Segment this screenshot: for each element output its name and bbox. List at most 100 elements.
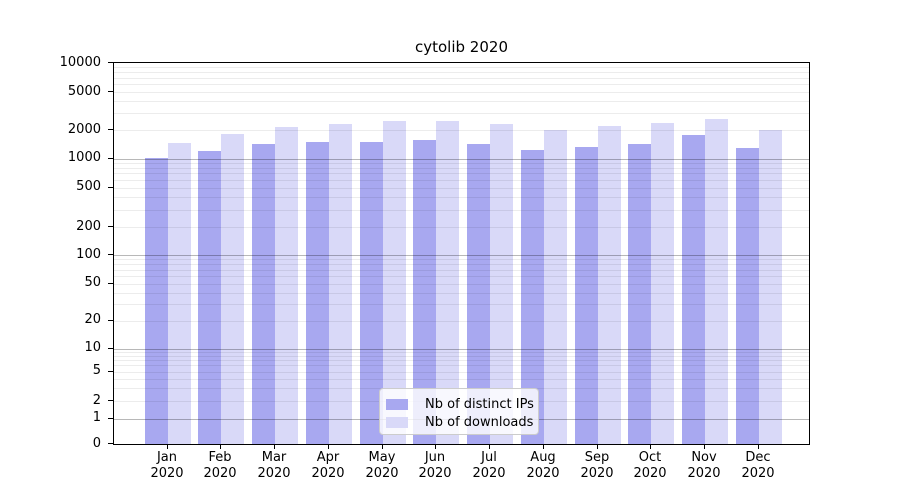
- gridline-minor: [114, 187, 809, 189]
- y-tick: [108, 62, 113, 63]
- x-tick-label-may: May 2020: [354, 450, 410, 482]
- x-tick-year: 2020: [580, 466, 614, 481]
- x-tick: [650, 445, 651, 449]
- y-tick-label: 5: [92, 363, 101, 378]
- gridline-major: [114, 348, 809, 350]
- gridline-minor: [114, 67, 809, 69]
- gridline-minor: [114, 209, 809, 211]
- bar-distinct-ips-jun: [413, 140, 437, 444]
- gridline-minor: [114, 365, 809, 367]
- gridline-minor: [114, 360, 809, 362]
- gridline-minor: [114, 84, 809, 86]
- gridline-minor: [114, 292, 809, 294]
- y-tick: [108, 348, 113, 349]
- legend: Nb of distinct IPs Nb of downloads: [379, 388, 539, 435]
- bar-downloads-oct: [651, 122, 675, 444]
- y-tick-label: 2: [92, 393, 101, 408]
- x-tick-year: 2020: [418, 466, 452, 481]
- x-tick-month: Nov: [691, 450, 717, 465]
- y-tick-label: 1: [92, 410, 101, 425]
- gridline-minor: [114, 351, 809, 353]
- x-tick-month: Mar: [261, 450, 287, 465]
- plot-area: [113, 62, 810, 445]
- x-tick-year: 2020: [150, 466, 184, 481]
- gridline-minor: [114, 355, 809, 357]
- gridline-minor: [114, 283, 809, 285]
- bar-downloads-jul: [490, 124, 514, 444]
- x-tick-label-nov: Nov 2020: [676, 450, 732, 482]
- bar-distinct-ips-apr: [305, 142, 329, 444]
- bar-downloads-mar: [275, 127, 299, 444]
- bar-downloads-dec: [758, 130, 782, 444]
- x-tick-label-jan: Jan 2020: [139, 450, 195, 482]
- bar-distinct-ips-sep: [574, 147, 598, 444]
- y-tick: [108, 158, 113, 159]
- x-tick-month: May: [368, 450, 396, 465]
- legend-swatch-downloads-icon: [386, 416, 408, 428]
- x-tick: [435, 445, 436, 449]
- legend-label-distinct-ips: Nb of distinct IPs: [425, 396, 534, 412]
- gridline-minor: [114, 197, 809, 199]
- gridline-major: [114, 158, 809, 160]
- x-tick-year: 2020: [365, 466, 399, 481]
- y-tick: [108, 226, 113, 227]
- bar-downloads-apr: [328, 124, 352, 444]
- gridline-minor: [114, 77, 809, 79]
- gridline-minor: [114, 72, 809, 74]
- gridline-minor: [114, 259, 809, 261]
- y-tick-label: 100: [76, 247, 101, 262]
- x-tick-month: Jun: [424, 450, 446, 465]
- x-tick-year: 2020: [687, 466, 721, 481]
- gridline-minor: [114, 92, 809, 93]
- y-tick: [108, 320, 113, 321]
- x-tick: [167, 445, 168, 449]
- bar-downloads-may: [382, 121, 406, 444]
- bar-distinct-ips-aug: [520, 150, 544, 444]
- bar-distinct-ips-nov: [682, 135, 706, 444]
- chart-title: cytolib 2020: [415, 38, 508, 56]
- gridline-minor: [114, 320, 809, 322]
- bar-distinct-ips-oct: [628, 144, 652, 444]
- x-tick-year: 2020: [257, 466, 291, 481]
- x-tick: [758, 445, 759, 449]
- bar-distinct-ips-mar: [252, 144, 276, 444]
- bar-distinct-ips-dec: [735, 148, 759, 444]
- y-tick-label: 10000: [59, 55, 101, 70]
- legend-item-downloads: Nb of downloads: [386, 413, 538, 431]
- bar-downloads-nov: [705, 119, 729, 444]
- x-tick: [704, 445, 705, 449]
- bar-distinct-ips-feb: [198, 151, 222, 444]
- x-tick-year: 2020: [311, 466, 345, 481]
- gridline-minor: [114, 167, 809, 169]
- y-tick: [108, 187, 113, 188]
- gridline-minor: [114, 130, 809, 131]
- bar-distinct-ips-jan: [144, 158, 168, 444]
- x-tick-month: Jul: [481, 450, 497, 465]
- x-tick: [597, 445, 598, 449]
- x-tick-label-sep: Sep 2020: [569, 450, 625, 482]
- gridline-minor: [114, 179, 809, 181]
- x-tick-label-feb: Feb 2020: [192, 450, 248, 482]
- y-tick-label: 200: [76, 219, 101, 234]
- gridline-minor: [114, 227, 809, 228]
- x-tick-year: 2020: [526, 466, 560, 481]
- gridline-minor: [114, 269, 809, 271]
- x-tick: [543, 445, 544, 449]
- gridline-minor: [114, 113, 809, 115]
- x-tick-label-jun: Jun 2020: [407, 450, 463, 482]
- bar-downloads-jun: [436, 121, 460, 444]
- x-tick-year: 2020: [741, 466, 775, 481]
- bar-distinct-ips-may: [359, 142, 383, 444]
- y-tick-label: 0: [92, 436, 101, 451]
- bar-downloads-aug: [543, 129, 567, 444]
- y-tick-label: 10: [84, 340, 101, 355]
- x-tick-label-aug: Aug 2020: [515, 450, 571, 482]
- y-tick: [108, 418, 113, 419]
- x-tick: [489, 445, 490, 449]
- x-tick-month: Apr: [316, 450, 340, 465]
- bar-downloads-jan: [167, 143, 191, 444]
- x-tick-label-jul: Jul 2020: [461, 450, 517, 482]
- x-tick-label-mar: Mar 2020: [246, 450, 302, 482]
- x-tick-month: Oct: [638, 450, 662, 465]
